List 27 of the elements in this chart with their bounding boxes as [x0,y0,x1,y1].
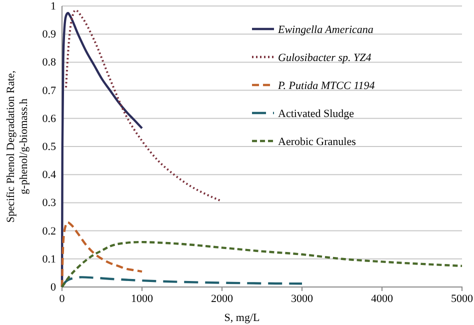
x-tick-label: 4000 [371,292,394,305]
line-series [60,221,144,288]
line-series [65,9,223,202]
y-axis-title: Specific Phenol Degradation Rate, g-phenol/g-biomass.h [5,70,30,223]
y-tick-label: 0.1 [42,253,56,266]
legend-label: Gulosibacter sp. YZ4 [278,52,372,64]
legend-label: P. Putida MTCC 1194 [277,80,376,92]
x-tick-label: 5000 [451,292,474,305]
y-tick-label: 0.5 [42,141,56,154]
y-tick-label: 0.7 [42,84,56,97]
x-axis-title: S, mg/L [224,312,260,324]
legend-label: Aerobic Granules [278,136,356,148]
y-tick-label: 0.4 [42,169,56,182]
line-series [60,240,464,288]
y-tick-label: 0.2 [42,225,56,238]
legend-label: Activated Sludge [278,108,354,120]
legend-label: Ewingella Americana [277,24,374,36]
x-tick-label: 3000 [291,292,314,305]
y-tick-label: 0.3 [42,197,56,210]
y-tick-label: 0.8 [42,56,56,69]
x-tick-label: 1000 [131,292,154,305]
x-tick-label: 2000 [211,292,234,305]
y-tick-label: 0.6 [42,112,56,125]
x-tick-label: 0 [59,292,66,305]
y-tick-label: 0 [50,282,56,294]
y-tick-label: 0.9 [42,28,56,41]
y-tick-label: 1 [50,0,56,13]
